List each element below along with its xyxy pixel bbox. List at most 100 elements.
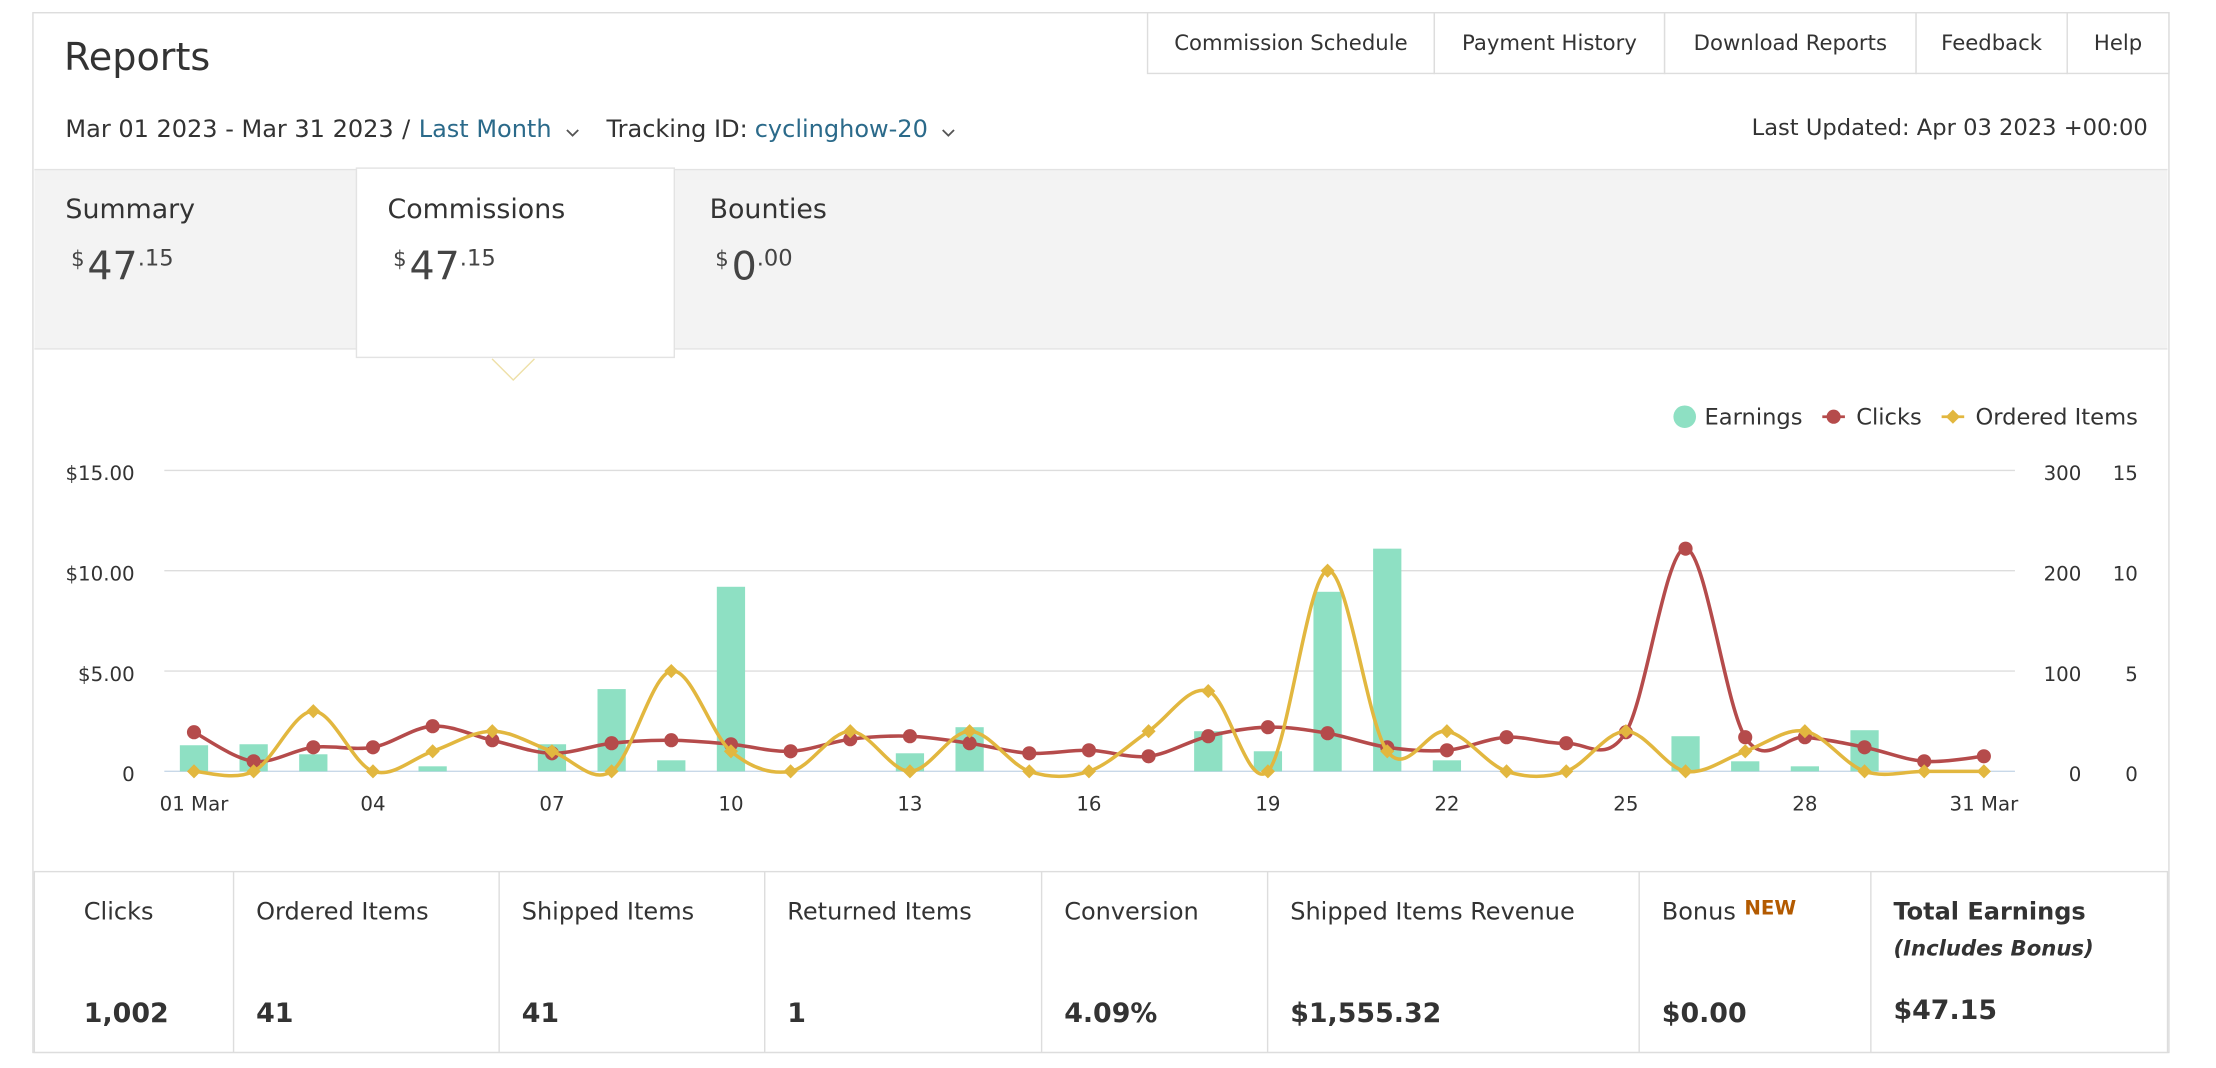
marker [1022,764,1037,779]
marker [425,744,440,759]
marker [1857,764,1872,779]
amount-whole: 47 [409,243,459,289]
y3-tick-label: 10 [2113,562,2138,585]
x-tick-label: 10 [718,793,743,816]
nav-label[interactable]: Feedback [1941,30,2043,55]
stat-label-text: Total Earnings [1893,898,2085,926]
nav-button[interactable] [1663,12,1917,75]
stat-value: 1 [787,998,806,1029]
tab-amount: $47.15 [71,243,174,289]
stat-label-text: Conversion [1064,898,1199,926]
y-tick-label: $15.00 [65,462,134,485]
marker [1678,541,1693,556]
tab-label[interactable]: Commissions [388,194,566,225]
stat-label: Shipped Items [522,898,694,926]
stat-label: Clicks [84,898,154,926]
legend-label[interactable]: Ordered Items [1976,405,2138,431]
stat-label: Shipped Items Revenue [1290,898,1575,926]
marker [1559,736,1574,751]
active-tab[interactable] [355,167,676,359]
date-line: Mar 01 2023 - Mar 31 2023 / Last Month [65,115,551,143]
bar [1790,766,1820,772]
y3-tick-label: 0 [2125,763,2138,786]
marker [365,740,381,755]
tracking-label: Tracking ID: [605,115,747,143]
y-tick-label: $5.00 [78,663,135,686]
stat-value: 1,002 [84,998,169,1029]
stat-note: (Includes Bonus) [1893,935,2093,960]
date-range: Mar 01 2023 - Mar 31 2023 [65,115,393,143]
y2-tick-label: 300 [2044,462,2082,485]
amount-fraction: .15 [460,245,496,271]
x-tick-label: 28 [1792,793,1817,816]
x-tick-label: 31 Mar [1950,793,2020,816]
marker [1439,724,1454,739]
stat-label-text: Shipped Items [522,898,694,926]
chevron[interactable] [566,129,579,137]
marker [723,744,739,759]
stat-value: 4.09% [1064,998,1157,1029]
nav-label[interactable]: Help [2094,30,2142,55]
nav-button[interactable] [1433,12,1666,75]
marker [1260,720,1275,735]
currency: $ [393,246,406,271]
nav-label[interactable]: Download Reports [1694,30,1887,55]
separator: / [402,115,411,143]
amount-whole: 0 [732,243,757,289]
stat-label: Bonus NEW [1662,896,1797,926]
x-tick-label: 13 [897,793,922,816]
amount-fraction: .15 [138,245,174,271]
marker [843,732,858,747]
marker [1738,730,1753,745]
marker [1499,730,1514,745]
amount-fraction: .00 [757,245,793,271]
marker [1141,749,1156,764]
marker [1738,744,1753,759]
marker [1141,724,1156,739]
period-select[interactable]: Last Month [419,115,552,143]
nav-button[interactable] [1915,12,2068,75]
marker [962,724,977,739]
tab-label[interactable]: Bounties [710,194,827,225]
stat-label-text: Ordered Items [256,898,428,926]
stat-label-text: Bonus [1662,898,1736,926]
badge: NEW [1744,896,1796,919]
legend-swatch [1673,405,1697,429]
marker [1917,764,1932,779]
marker [1976,749,1991,764]
marker [604,764,619,779]
stat-value: $1,555.32 [1290,998,1441,1029]
bar [895,753,925,772]
marker [186,764,202,779]
currency: $ [715,246,728,271]
tab-label[interactable]: Summary [65,194,195,225]
marker [1380,744,1395,759]
nav-label[interactable]: Commission Schedule [1174,30,1407,55]
stat-label: Conversion [1064,898,1199,926]
bar [1373,548,1402,772]
marker [902,729,918,744]
x-tick-label: 16 [1076,793,1101,816]
chevron[interactable] [942,129,955,137]
last-updated: Last Updated: Apr 03 2023 +00:00 [1752,115,2148,141]
nav-label[interactable]: Payment History [1462,30,1637,55]
marker [1499,764,1514,779]
tab-band [34,169,2168,349]
y2-tick-label: 100 [2044,663,2082,686]
x-tick-label: 07 [539,793,564,816]
stat-label-text: Clicks [84,898,154,926]
y-tick-label: $10.00 [65,562,134,585]
y-tick-label: 0 [122,763,135,786]
marker [1081,764,1096,779]
tracking-line: Tracking ID: cyclinghow-20 [605,115,927,143]
nav-button[interactable] [2066,12,2170,75]
legend-label[interactable]: Clicks [1856,405,1922,431]
marker [783,744,798,759]
y2-tick-label: 0 [2069,763,2082,786]
marker [1559,764,1574,779]
stat-value: $0.00 [1662,998,1747,1029]
marker [1201,729,1216,744]
legend-label[interactable]: Earnings [1704,405,1802,431]
tracking-id[interactable]: cyclinghow-20 [755,115,928,143]
nav-button[interactable] [1146,12,1436,75]
